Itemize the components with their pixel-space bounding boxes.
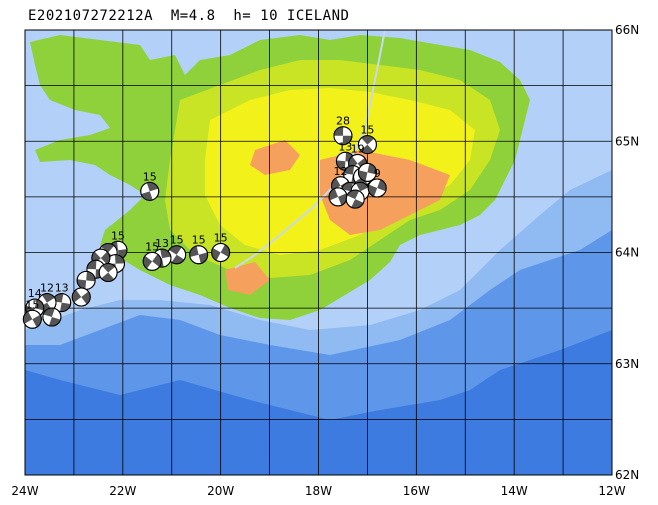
depth-label: 14 xyxy=(28,287,42,300)
focal-mechanism: 15 xyxy=(357,124,377,155)
depth-label: 13 xyxy=(155,237,169,250)
focal-mechanism xyxy=(42,307,62,327)
focal-mechanism: 13 xyxy=(52,282,72,313)
depth-label: 12 xyxy=(40,282,54,295)
lon-tick-label: 14W xyxy=(501,484,528,498)
depth-label: 15 xyxy=(111,229,125,242)
lat-tick-label: 62N xyxy=(615,468,639,482)
glacier-peaks xyxy=(250,140,300,175)
depth-label: 13 xyxy=(55,282,69,295)
map-frame xyxy=(24,29,613,476)
tectonic-plate-boundary xyxy=(234,30,386,269)
lat-tick-labels: 66N 65N 64N 63N 62N xyxy=(615,23,639,482)
focal-mechanism xyxy=(345,189,365,209)
focal-mechanism: 15 xyxy=(142,240,162,271)
depth-label: 15 xyxy=(170,234,184,247)
lat-tick-label: 64N xyxy=(615,246,639,260)
depth-label: 15 xyxy=(25,298,39,311)
lon-tick-label: 12W xyxy=(598,484,625,498)
focal-mechanism: 15 xyxy=(22,298,42,329)
focal-mechanism: 15 xyxy=(211,232,231,262)
lon-tick-label: 16W xyxy=(403,484,430,498)
lon-tick-label: 22W xyxy=(109,484,136,498)
focal-mechanism: 28 xyxy=(333,115,353,146)
lat-tick-label: 63N xyxy=(615,357,639,371)
lat-tick-label: 66N xyxy=(615,23,639,37)
focal-mechanism: 15 xyxy=(140,170,160,201)
depth-label: 15 xyxy=(214,232,228,245)
glacier-peaks xyxy=(225,262,270,295)
depth-label: 28 xyxy=(336,115,350,128)
focal-mechanism xyxy=(76,270,96,290)
depth-label: 15 xyxy=(192,234,206,247)
depth-label: 15 xyxy=(145,240,159,253)
focal-mechanism xyxy=(357,162,377,182)
lon-tick-label: 18W xyxy=(305,484,332,498)
depth-label: 19 xyxy=(351,143,365,156)
focal-mechanism xyxy=(71,287,91,307)
focal-mechanism: 9 xyxy=(367,167,387,198)
graticule xyxy=(25,30,612,475)
depth-label: 13 xyxy=(338,140,352,153)
lon-tick-labels: 24W 22W 20W 18W 16W 14W 12W xyxy=(11,484,625,498)
lon-tick-label: 24W xyxy=(11,484,38,498)
depth-label: 15 xyxy=(143,170,157,183)
lat-tick-label: 65N xyxy=(615,134,639,148)
focal-mechanism xyxy=(328,187,348,207)
focal-mechanism: 15 xyxy=(189,234,209,265)
depth-label: 12 xyxy=(334,165,348,178)
lon-tick-label: 20W xyxy=(207,484,234,498)
map-title: E202107272212A M=4.8 h= 10 ICELAND xyxy=(28,8,350,24)
focal-mechanism xyxy=(98,263,118,283)
depth-label: 9 xyxy=(374,167,381,180)
depth-label: 15 xyxy=(360,124,374,137)
